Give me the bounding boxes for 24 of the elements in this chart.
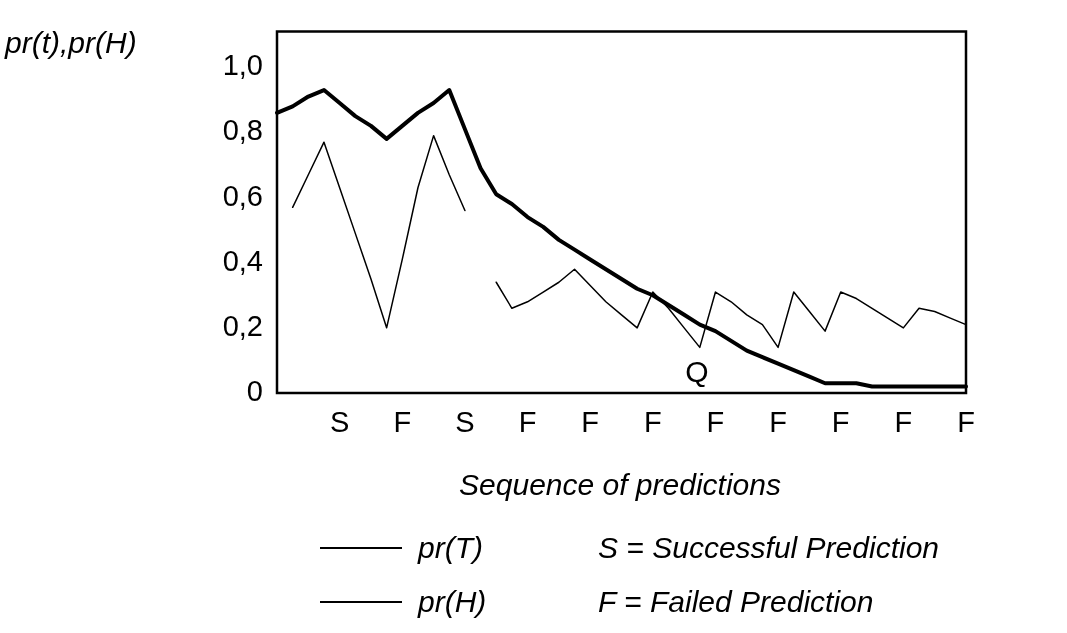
x-tick-label: S [455,406,475,439]
y-tick-label: 0 [246,375,263,407]
y-tick-label: 0,2 [222,309,263,342]
text: F = Failed Prediction [598,585,874,619]
x-tick-label: F [706,406,725,439]
legend-label: pr(T) [417,531,483,565]
x-tick-label: F [518,406,537,439]
x-tick-label: F [581,406,600,439]
x-tick-label: F [831,406,850,439]
y-tick-label: 0,8 [222,114,263,147]
x-tick-label: F [957,406,975,439]
text: S = Successful Prediction [598,531,940,565]
x-tick-label: F [393,406,412,439]
x-tick-label: S [329,406,350,439]
y-axis-title: pr(t),pr(H) [4,26,137,60]
y-tick-label: 0,6 [222,179,263,212]
legend-label: pr(H) [417,585,487,619]
x-tick-label: F [769,406,787,439]
annotation: Q [685,355,709,389]
x-axis-title: Sequence of predictions [459,468,781,502]
y-tick-label: 0,4 [222,244,263,277]
y-tick-label: 1,0 [222,49,263,82]
x-tick-label: F [643,406,662,439]
x-tick-label: F [894,406,913,439]
